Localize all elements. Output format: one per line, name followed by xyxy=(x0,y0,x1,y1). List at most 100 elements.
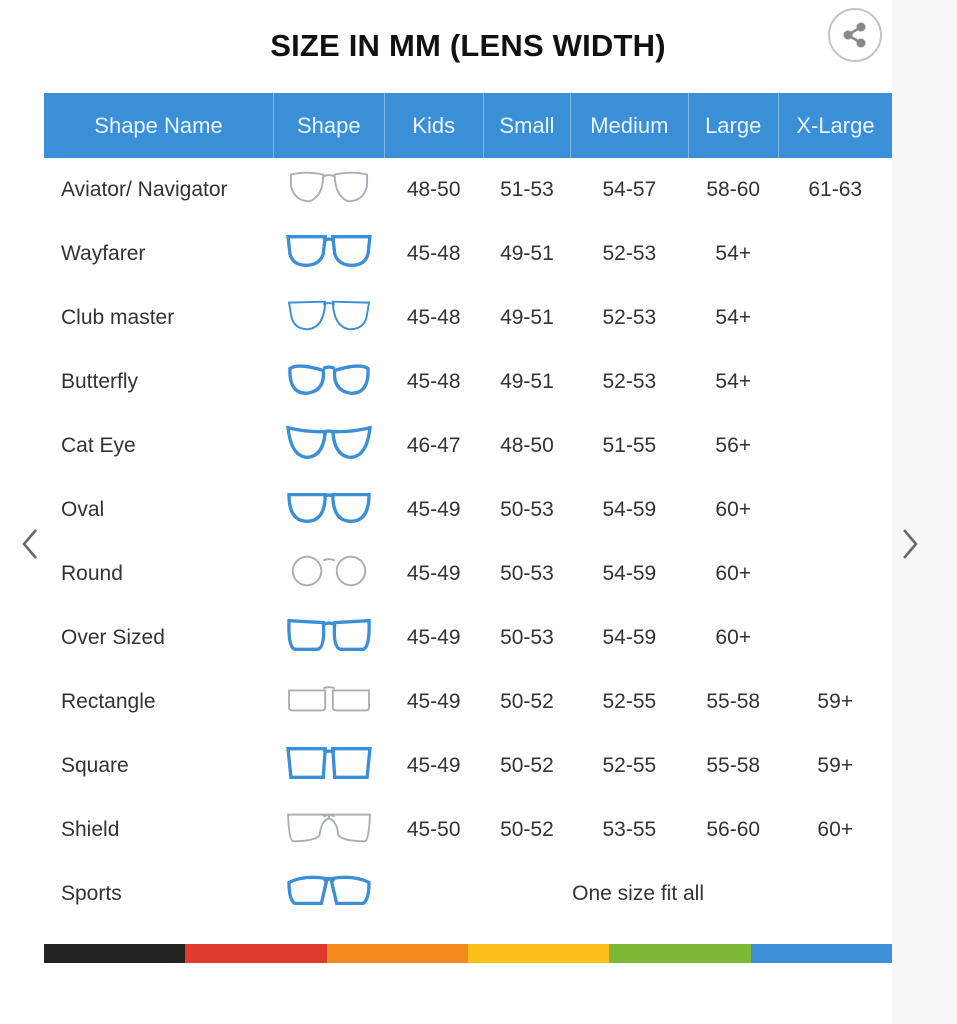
size-small: 50-53 xyxy=(500,626,554,649)
column-header: Shape Name xyxy=(44,93,274,158)
color-bar-segment xyxy=(44,944,186,963)
size-medium: 54-59 xyxy=(602,498,657,521)
color-bar-segment xyxy=(609,944,751,963)
size-small: 50-52 xyxy=(500,690,554,713)
size-kids: 45-49 xyxy=(406,754,461,777)
table-row: Cat Eye 46-47 48-50 51-55 56+ xyxy=(44,414,892,478)
size-large: 56+ xyxy=(715,434,752,457)
shape-name: Aviator/ Navigator xyxy=(61,178,228,201)
shape-name: Cat Eye xyxy=(61,434,136,457)
size-kids: 45-50 xyxy=(406,818,461,841)
size-xlarge xyxy=(778,606,892,670)
size-kids: 45-49 xyxy=(406,498,461,521)
size-kids: 45-49 xyxy=(406,562,461,585)
color-bar xyxy=(44,944,892,963)
rectangle-glasses-icon xyxy=(287,686,370,712)
side-panel xyxy=(892,0,957,1024)
shape-cell xyxy=(273,670,384,734)
shape-name: Round xyxy=(61,562,123,585)
size-kids: 45-49 xyxy=(406,690,461,713)
size-large: 55-58 xyxy=(706,690,761,713)
chevron-right-icon[interactable] xyxy=(896,526,926,562)
size-large: 54+ xyxy=(715,306,752,329)
table-row: Over Sized 45-49 50-53 54-59 60+ xyxy=(44,606,892,670)
size-large: 55-58 xyxy=(706,754,761,777)
table-row: Club master 45-48 49-51 52-53 54+ xyxy=(44,286,892,350)
wayfarer-glasses-icon xyxy=(285,235,372,267)
size-xlarge: 59+ xyxy=(817,754,854,777)
oversized-glasses-icon xyxy=(287,618,371,651)
share-icon xyxy=(843,22,866,48)
column-header: Large xyxy=(688,93,779,158)
shape-name: Oval xyxy=(61,498,105,521)
table-row: Sports One size fit all xyxy=(44,862,892,926)
table-row: Square 45-49 50-52 52-55 55-58 59+ xyxy=(44,734,892,798)
shape-name: Wayfarer xyxy=(61,242,146,265)
oval-glasses-icon xyxy=(287,492,371,523)
size-large: 56-60 xyxy=(706,818,761,841)
shape-name: Club master xyxy=(61,306,175,329)
size-large: 60+ xyxy=(715,626,752,649)
size-small: 49-51 xyxy=(500,370,554,393)
page-title: SIZE IN MM (LENS WIDTH) xyxy=(270,28,666,63)
size-xlarge xyxy=(778,414,892,478)
size-medium: 53-55 xyxy=(602,818,657,841)
size-medium: 52-53 xyxy=(602,242,657,265)
size-medium: 51-55 xyxy=(602,434,657,457)
column-header: Kids xyxy=(384,93,484,158)
chevron-left-icon[interactable] xyxy=(16,526,46,562)
clubmaster-glasses-icon xyxy=(287,300,370,331)
size-kids: 45-48 xyxy=(406,242,461,265)
square-glasses-icon xyxy=(286,747,372,779)
cateye-glasses-icon xyxy=(285,425,372,459)
size-large: 60+ xyxy=(715,562,752,585)
shape-cell xyxy=(273,478,384,542)
size-kids: 45-48 xyxy=(406,370,461,393)
size-kids: 46-47 xyxy=(406,434,461,457)
size-small: 51-53 xyxy=(500,178,554,201)
shape-cell xyxy=(273,606,384,670)
shape-name: Butterfly xyxy=(61,370,139,393)
size-large: 60+ xyxy=(715,498,752,521)
shape-cell xyxy=(273,158,384,222)
table-row: Wayfarer 45-48 49-51 52-53 54+ xyxy=(44,222,892,286)
column-header: Small xyxy=(483,93,572,158)
shape-cell xyxy=(273,350,384,414)
column-header: Shape xyxy=(273,93,385,158)
size-small: 50-53 xyxy=(500,562,554,585)
table-row: Butterfly 45-48 49-51 52-53 54+ xyxy=(44,350,892,414)
color-bar-segment xyxy=(467,944,610,963)
color-bar-segment xyxy=(185,944,327,963)
size-small: 50-52 xyxy=(500,754,554,777)
table-row: Shield 45-50 50-52 53-55 56-60 60+ xyxy=(44,798,892,862)
size-span: One size fit all xyxy=(572,882,705,905)
size-large: 54+ xyxy=(715,370,752,393)
shape-cell xyxy=(273,286,384,350)
shape-cell xyxy=(273,542,384,606)
size-small: 49-51 xyxy=(500,242,554,265)
size-small: 48-50 xyxy=(500,434,554,457)
column-header: X-Large xyxy=(778,93,892,158)
sports-glasses-icon xyxy=(287,875,371,906)
size-medium: 52-53 xyxy=(602,370,657,393)
size-xlarge xyxy=(778,542,892,606)
size-large: 54+ xyxy=(715,242,752,265)
table-row: Round 45-49 50-53 54-59 60+ xyxy=(44,542,892,606)
table-row: Aviator/ Navigator 48-50 51-53 54-57 58-60 6… xyxy=(44,158,892,222)
table-header-row: Shape Name Shape Kids Small Medium Large X-Lar… xyxy=(44,93,892,158)
size-xlarge xyxy=(778,478,892,542)
share-button[interactable] xyxy=(828,8,882,62)
shape-name: Over Sized xyxy=(61,626,165,649)
butterfly-glasses-icon xyxy=(288,364,370,395)
size-small: 49-51 xyxy=(500,306,554,329)
shape-cell xyxy=(273,734,384,798)
color-bar-segment xyxy=(750,944,892,963)
size-medium: 52-53 xyxy=(602,306,657,329)
shape-cell xyxy=(273,798,384,862)
size-medium: 54-57 xyxy=(602,178,657,201)
shape-name: Square xyxy=(61,754,129,777)
size-kids: 45-48 xyxy=(406,306,461,329)
shape-name: Sports xyxy=(61,882,122,905)
shape-name: Rectangle xyxy=(61,690,156,713)
size-medium: 52-55 xyxy=(602,754,657,777)
